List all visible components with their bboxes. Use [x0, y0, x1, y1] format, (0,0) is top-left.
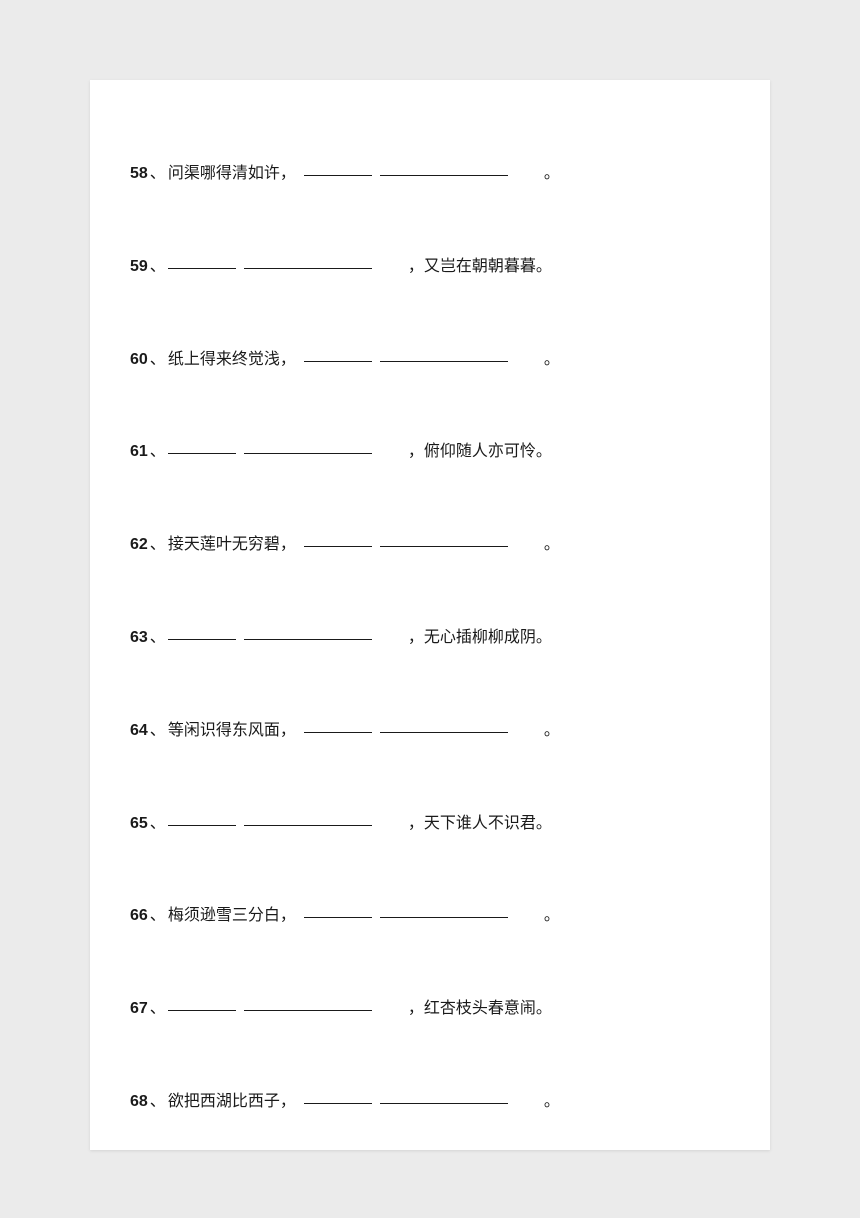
number-separator: 、 [150, 258, 166, 275]
question-number: 65 [130, 815, 148, 832]
question-row: 58、问渠哪得清如许， 。 [130, 160, 730, 189]
fill-blank[interactable] [304, 160, 372, 176]
given-phrase: ，无心插柳柳成阴。 [408, 629, 552, 646]
end-punctuation: 。 [544, 907, 560, 924]
question-row: 59、 ，又岂在朝朝暮暮。 [130, 253, 730, 282]
given-phrase: 欲把西湖比西子， [168, 1093, 296, 1110]
fill-blank[interactable] [304, 717, 372, 733]
given-phrase: ，俯仰随人亦可怜。 [408, 443, 552, 460]
question-number: 59 [130, 258, 148, 275]
fill-blank[interactable] [244, 995, 372, 1011]
question-row: 60、纸上得来终觉浅， 。 [130, 346, 730, 375]
number-separator: 、 [150, 907, 166, 924]
end-punctuation: 。 [544, 536, 560, 553]
end-punctuation: 。 [544, 722, 560, 739]
fill-blank[interactable] [168, 624, 236, 640]
number-separator: 、 [150, 536, 166, 553]
question-number: 60 [130, 351, 148, 368]
fill-blank[interactable] [168, 253, 236, 269]
number-separator: 、 [150, 351, 166, 368]
given-phrase: 问渠哪得清如许， [168, 165, 296, 182]
question-number: 68 [130, 1093, 148, 1110]
given-phrase: 等闲识得东风面， [168, 722, 296, 739]
fill-blank[interactable] [168, 995, 236, 1011]
question-number: 62 [130, 536, 148, 553]
number-separator: 、 [150, 1000, 166, 1017]
fill-blank[interactable] [304, 531, 372, 547]
question-row: 62、接天莲叶无穷碧， 。 [130, 531, 730, 560]
number-separator: 、 [150, 629, 166, 646]
question-row: 61、 ，俯仰随人亦可怜。 [130, 438, 730, 467]
fill-blank[interactable] [304, 346, 372, 362]
fill-blank[interactable] [168, 438, 236, 454]
question-row: 66、梅须逊雪三分白， 。 [130, 902, 730, 931]
end-punctuation: 。 [544, 165, 560, 182]
fill-blank[interactable] [380, 531, 508, 547]
question-number: 67 [130, 1000, 148, 1017]
worksheet-page: 58、问渠哪得清如许，。59、，又岂在朝朝暮暮。60、纸上得来终觉浅，。61、，… [90, 80, 770, 1150]
fill-blank[interactable] [380, 160, 508, 176]
given-phrase: ，天下谁人不识君。 [408, 815, 552, 832]
number-separator: 、 [150, 722, 166, 739]
given-phrase: 接天莲叶无穷碧， [168, 536, 296, 553]
fill-blank[interactable] [380, 717, 508, 733]
given-phrase: ，红杏枝头春意闹。 [408, 1000, 552, 1017]
question-number: 58 [130, 165, 148, 182]
fill-blank[interactable] [244, 624, 372, 640]
questions-list: 58、问渠哪得清如许，。59、，又岂在朝朝暮暮。60、纸上得来终觉浅，。61、，… [130, 160, 730, 1117]
number-separator: 、 [150, 165, 166, 182]
question-number: 66 [130, 907, 148, 924]
question-row: 64、等闲识得东风面， 。 [130, 717, 730, 746]
fill-blank[interactable] [244, 438, 372, 454]
question-number: 63 [130, 629, 148, 646]
number-separator: 、 [150, 815, 166, 832]
fill-blank[interactable] [304, 902, 372, 918]
question-row: 63、 ，无心插柳柳成阴。 [130, 624, 730, 653]
question-row: 68、欲把西湖比西子， 。 [130, 1088, 730, 1117]
fill-blank[interactable] [244, 253, 372, 269]
number-separator: 、 [150, 1093, 166, 1110]
given-phrase: ，又岂在朝朝暮暮。 [408, 258, 552, 275]
fill-blank[interactable] [380, 346, 508, 362]
question-number: 61 [130, 443, 148, 460]
fill-blank[interactable] [380, 902, 508, 918]
question-number: 64 [130, 722, 148, 739]
fill-blank[interactable] [168, 810, 236, 826]
fill-blank[interactable] [304, 1088, 372, 1104]
number-separator: 、 [150, 443, 166, 460]
fill-blank[interactable] [380, 1088, 508, 1104]
fill-blank[interactable] [244, 810, 372, 826]
question-row: 65、 ，天下谁人不识君。 [130, 810, 730, 839]
question-row: 67、 ，红杏枝头春意闹。 [130, 995, 730, 1024]
given-phrase: 纸上得来终觉浅， [168, 351, 296, 368]
given-phrase: 梅须逊雪三分白， [168, 907, 296, 924]
end-punctuation: 。 [544, 1093, 560, 1110]
end-punctuation: 。 [544, 351, 560, 368]
